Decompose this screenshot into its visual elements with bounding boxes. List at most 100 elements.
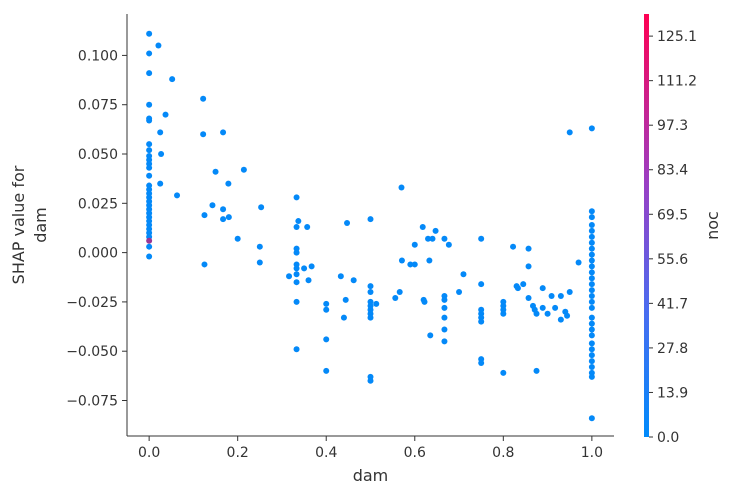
data-point [367,283,374,290]
data-point [350,277,357,284]
y-axis-label-line: dam [31,207,50,243]
data-point [308,263,315,270]
y-tick-label: −0.050 [66,344,118,360]
data-point [200,131,207,138]
data-point [158,151,165,158]
data-point [293,279,300,286]
data-point [220,129,227,136]
data-point [398,184,405,191]
data-point [588,233,595,240]
colorbar-tick-label: 97.3 [657,118,688,134]
data-point [525,245,532,252]
data-point [225,180,232,187]
data-point [220,216,227,223]
data-point [548,292,555,299]
data-point [588,208,595,215]
data-point [240,166,247,173]
data-point [392,294,399,301]
colorbar-tick-label: 83.4 [657,163,688,179]
data-point [256,243,263,250]
data-point [146,50,153,57]
data-point [533,367,540,374]
data-point [429,235,436,242]
data-point [398,257,405,264]
data-point [445,241,452,248]
data-point [525,294,532,301]
data-point [162,111,169,118]
data-point [588,245,595,252]
data-point [212,168,219,175]
data-point [411,261,418,268]
data-point [552,304,559,311]
y-tick-label: 0.075 [78,98,118,114]
colorbar-tick-label: 27.8 [657,341,688,357]
data-point [432,227,439,234]
data-point [373,300,380,307]
data-point [441,338,448,345]
data-point [367,289,374,296]
data-point [588,257,595,264]
colorbar-tick-label: 41.7 [657,296,688,312]
data-point [588,263,595,270]
data-point [258,204,265,211]
data-point [286,273,293,280]
data-point [588,415,595,422]
data-point [146,172,153,179]
data-point [295,218,302,225]
data-point [441,326,448,333]
data-point [157,180,164,187]
data-point [588,251,595,258]
colorbar-gradient [644,14,649,437]
data-point [146,164,153,171]
data-point [323,367,330,374]
x-tick-label: 0.2 [227,445,249,461]
scatter-points [146,30,595,422]
data-point [588,214,595,221]
data-point [564,312,571,319]
x-tick-label: 0.8 [492,445,514,461]
data-point [305,277,312,284]
data-point [539,285,546,292]
y-tick-label: −0.025 [66,295,118,311]
data-point [293,298,300,305]
data-point [146,237,153,244]
data-point [441,304,448,311]
colorbar-tick-label: 0.0 [657,430,679,446]
data-point [588,292,595,299]
data-point [293,346,300,353]
data-point [557,292,564,299]
colorbar-tick-label: 111.2 [657,74,697,90]
data-point [146,147,153,154]
data-point [201,212,208,219]
data-point [566,129,573,136]
axes: 0.0 0.2 0.4 0.6 0.8 1.0 0.100 0.075 0.050 0.025 0.… [9,14,614,485]
data-point [588,314,595,321]
data-point [323,306,330,313]
data-point [533,310,540,317]
y-axis-label-line: SHAP value for [9,165,28,284]
data-point [588,287,595,294]
data-point [146,253,153,260]
data-point [588,352,595,359]
data-point [155,42,162,49]
data-point [588,239,595,246]
data-point [456,289,463,296]
data-point [293,194,300,201]
data-point [588,340,595,347]
data-point [588,304,595,311]
data-point [520,281,527,288]
data-point [234,235,241,242]
data-point [344,220,351,227]
data-point [146,117,153,124]
data-point [419,223,426,230]
data-point [588,281,595,288]
x-axis-label: dam [353,466,389,485]
data-point [421,298,428,305]
data-point [588,332,595,339]
colorbar: 0.0 13.9 27.8 41.7 55.6 69.5 83.4 97.3 111.2 125.… [644,14,722,446]
data-point [441,235,448,242]
data-point [323,336,330,343]
data-point [367,377,374,384]
